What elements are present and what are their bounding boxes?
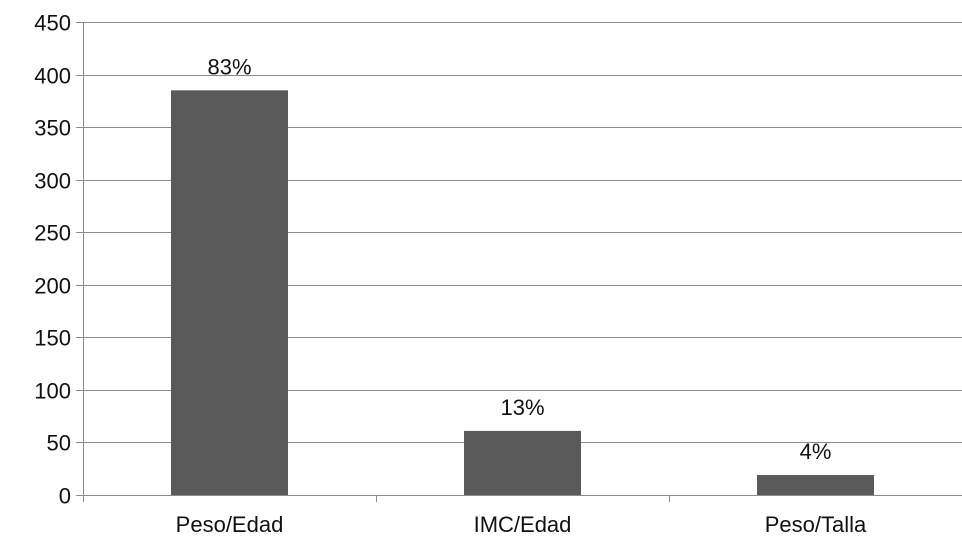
y-tick-label: 150	[34, 326, 71, 351]
x-category-label: Peso/Talla	[765, 512, 867, 537]
bars	[171, 90, 874, 496]
data-label: 83%	[207, 54, 251, 79]
x-category-label: Peso/Edad	[176, 512, 284, 537]
axes	[76, 22, 962, 502]
x-category-labels: Peso/Edad IMC/Edad Peso/Talla	[176, 512, 867, 537]
bar-2	[464, 430, 581, 495]
y-tick-labels: 0 50 100 150 200 250 300 350 400 450	[34, 11, 71, 509]
bar-1	[171, 90, 288, 496]
x-category-label: IMC/Edad	[474, 512, 572, 537]
data-labels: 83% 13% 4%	[207, 54, 831, 464]
data-label: 13%	[500, 395, 544, 420]
y-tick-label: 200	[34, 274, 71, 299]
y-tick-label: 400	[34, 64, 71, 89]
bar-3	[757, 475, 874, 495]
data-label: 4%	[800, 439, 832, 464]
y-tick-label: 350	[34, 116, 71, 141]
y-tick-label: 50	[47, 431, 71, 456]
y-tick-label: 0	[59, 484, 71, 509]
y-tick-label: 300	[34, 169, 71, 194]
y-tick-label: 450	[34, 11, 71, 36]
y-tick-label: 250	[34, 221, 71, 246]
y-tick-label: 100	[34, 379, 71, 404]
